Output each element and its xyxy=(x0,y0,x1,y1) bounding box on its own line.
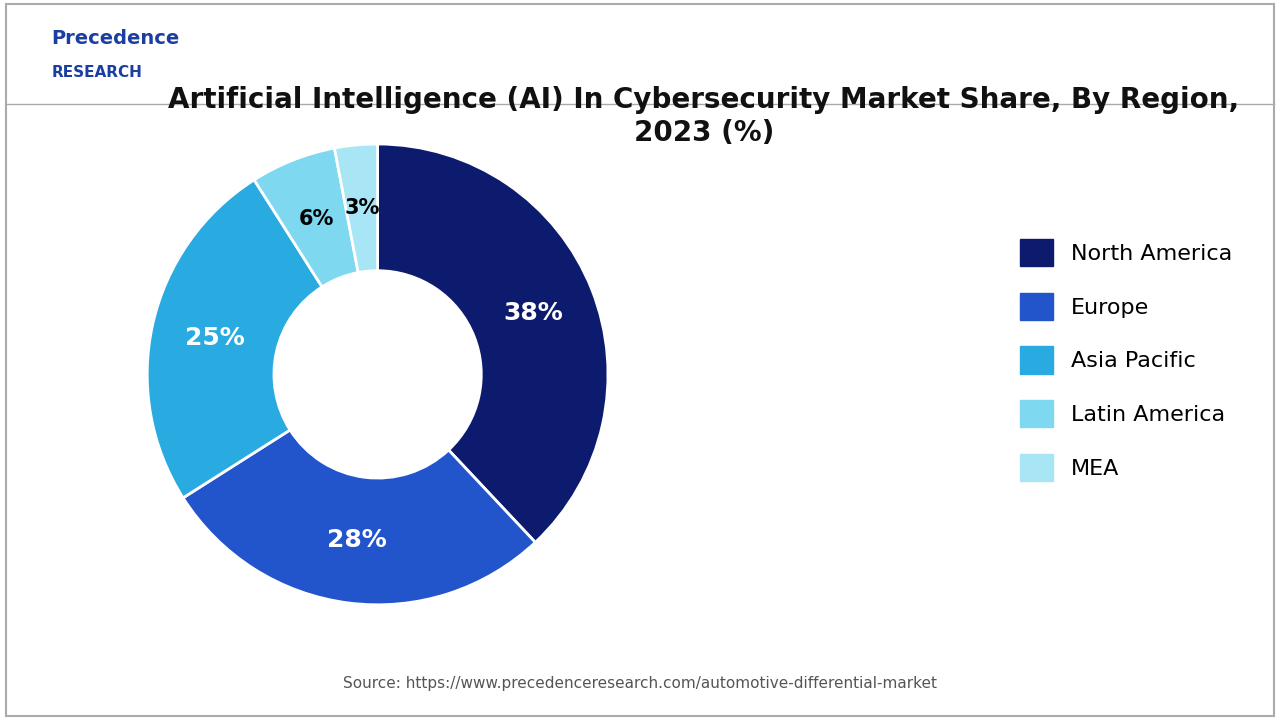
Text: Source: https://www.precedenceresearch.com/automotive-differential-market: Source: https://www.precedenceresearch.c… xyxy=(343,676,937,691)
Text: 6%: 6% xyxy=(298,209,334,229)
Text: RESEARCH: RESEARCH xyxy=(51,65,142,80)
Wedge shape xyxy=(334,144,378,273)
Text: 25%: 25% xyxy=(184,326,244,350)
Wedge shape xyxy=(183,430,535,605)
Wedge shape xyxy=(147,180,323,498)
Text: Precedence: Precedence xyxy=(51,29,179,48)
Wedge shape xyxy=(378,144,608,542)
Wedge shape xyxy=(255,148,358,287)
Text: Artificial Intelligence (AI) In Cybersecurity Market Share, By Region,
2023 (%): Artificial Intelligence (AI) In Cybersec… xyxy=(169,86,1239,147)
Text: 38%: 38% xyxy=(503,301,563,325)
Text: 3%: 3% xyxy=(344,198,380,218)
Text: 28%: 28% xyxy=(326,528,387,552)
Legend: North America, Europe, Asia Pacific, Latin America, MEA: North America, Europe, Asia Pacific, Lat… xyxy=(1009,228,1243,492)
